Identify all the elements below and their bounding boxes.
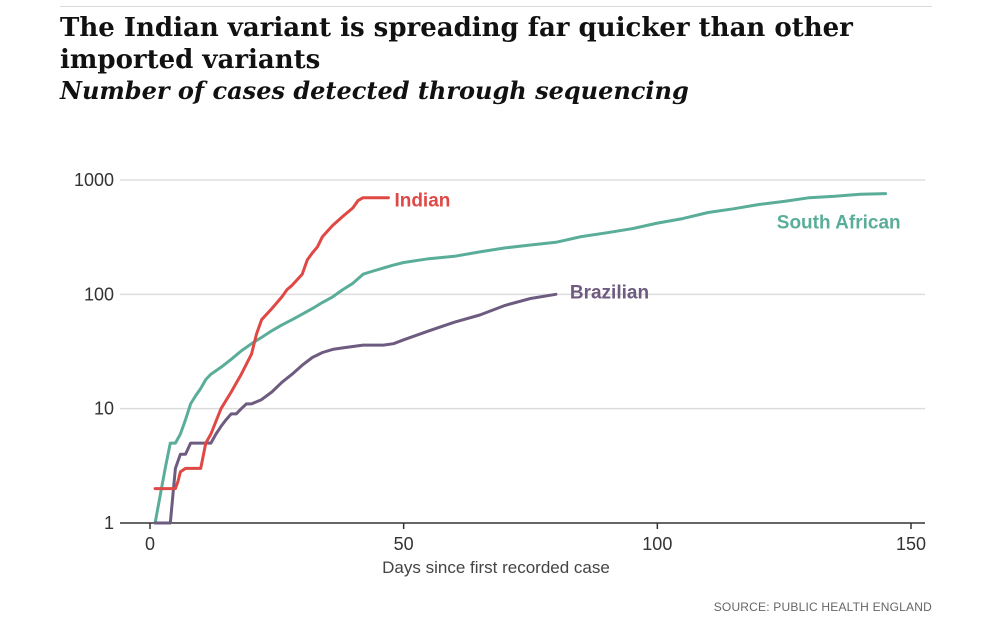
x-tick-label: 150 — [896, 534, 926, 554]
series-line-brazilian — [153, 292, 558, 525]
y-tick-label: 1000 — [74, 170, 114, 190]
series-labels: Indian South African Brazilian — [394, 191, 900, 304]
axes: 1 10 100 1000 0 50 100 150 — [74, 170, 926, 554]
x-tick-label: 100 — [642, 534, 672, 554]
source-credit: SOURCE: PUBLIC HEALTH ENGLAND — [713, 600, 932, 614]
chart-subtitle: Number of cases detected through sequenc… — [60, 76, 689, 105]
series-lines — [153, 192, 888, 525]
y-tick-label: 10 — [94, 399, 114, 419]
series-line-indian — [153, 196, 390, 491]
x-tick-label: 50 — [394, 534, 414, 554]
chart-title: The Indian variant is spreading far quic… — [60, 13, 853, 75]
y-tick-label: 100 — [84, 284, 114, 304]
series-line-south-african — [153, 192, 888, 525]
series-label-brazilian: Brazilian — [570, 282, 649, 303]
series-label-south-african: South African — [777, 213, 901, 234]
top-rule — [60, 6, 932, 7]
x-axis-title: Days since first recorded case — [382, 558, 610, 577]
gridlines — [120, 179, 925, 410]
y-tick-label: 1 — [104, 513, 114, 533]
x-tick-label: 0 — [145, 534, 155, 554]
series-label-indian: Indian — [394, 191, 450, 212]
